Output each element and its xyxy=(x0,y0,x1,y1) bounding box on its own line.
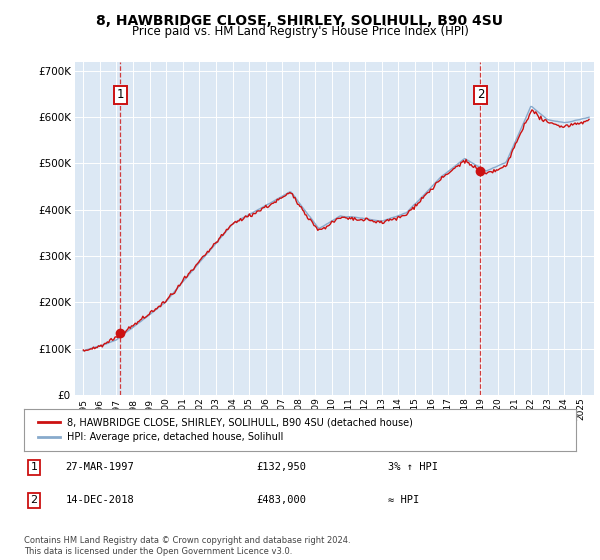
Text: £483,000: £483,000 xyxy=(256,496,306,506)
Text: 14-DEC-2018: 14-DEC-2018 xyxy=(65,496,134,506)
Text: Price paid vs. HM Land Registry's House Price Index (HPI): Price paid vs. HM Land Registry's House … xyxy=(131,25,469,38)
Text: ≈ HPI: ≈ HPI xyxy=(388,496,419,506)
Text: Contains HM Land Registry data © Crown copyright and database right 2024.
This d: Contains HM Land Registry data © Crown c… xyxy=(24,536,350,556)
Legend: 8, HAWBRIDGE CLOSE, SHIRLEY, SOLIHULL, B90 4SU (detached house), HPI: Average pr: 8, HAWBRIDGE CLOSE, SHIRLEY, SOLIHULL, B… xyxy=(34,413,417,446)
Text: £132,950: £132,950 xyxy=(256,462,306,472)
Text: 3% ↑ HPI: 3% ↑ HPI xyxy=(388,462,439,472)
Text: 27-MAR-1997: 27-MAR-1997 xyxy=(65,462,134,472)
Text: 2: 2 xyxy=(476,88,484,101)
Text: 1: 1 xyxy=(31,462,37,472)
Text: 2: 2 xyxy=(31,496,37,506)
Text: 8, HAWBRIDGE CLOSE, SHIRLEY, SOLIHULL, B90 4SU: 8, HAWBRIDGE CLOSE, SHIRLEY, SOLIHULL, B… xyxy=(97,14,503,28)
Text: 1: 1 xyxy=(116,88,124,101)
